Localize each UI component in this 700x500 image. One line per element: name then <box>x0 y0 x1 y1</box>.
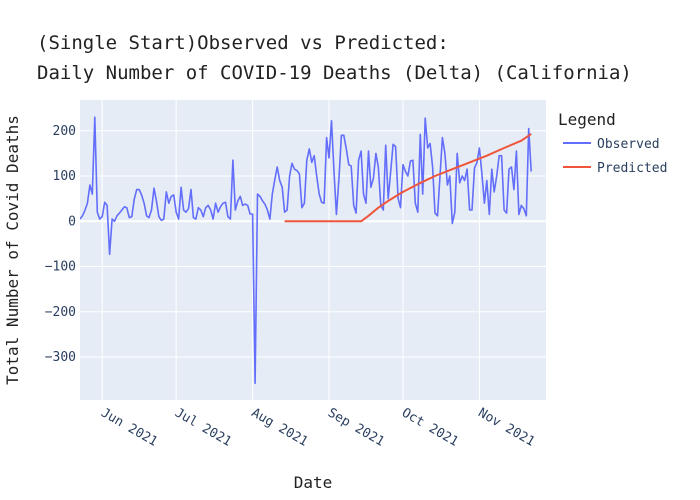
x-tick-label: Jul 2021 <box>172 405 234 449</box>
legend-title: Legend <box>558 110 616 129</box>
x-tick-label: Aug 2021 <box>249 405 311 449</box>
legend-label-observed: Observed <box>597 137 660 152</box>
y-tick-label: −100 <box>45 260 76 275</box>
x-tick-label: Sep 2021 <box>325 405 387 449</box>
chart-title-line2: Daily Number of COVID-19 Deaths (Delta) … <box>37 62 632 84</box>
x-tick-labels: Jun 2021 Jul 2021 Aug 2021 Sep 2021 Oct 2021… <box>98 405 537 449</box>
legend[interactable]: Legend Observed Predicted <box>558 110 667 176</box>
y-tick-label: 100 <box>53 169 76 184</box>
x-tick-label: Oct 2021 <box>399 405 461 449</box>
y-tick-label: −300 <box>45 350 76 365</box>
series-layer <box>80 116 532 385</box>
plot-area <box>80 100 546 400</box>
y-tick-label: 200 <box>53 124 76 139</box>
legend-label-predicted: Predicted <box>597 161 667 176</box>
x-tick-label: Jun 2021 <box>98 405 160 449</box>
series-line-predicted <box>284 133 532 223</box>
chart-title-line1: (Single Start)Observed vs Predicted: <box>37 32 449 54</box>
y-axis-title: Total Number of Covid Deaths <box>3 115 22 385</box>
y-tick-label: −200 <box>45 305 76 320</box>
y-tick-labels: 200 100 0 −100 −200 −300 <box>45 124 76 365</box>
y-tick-label: 0 <box>68 214 76 229</box>
x-axis-title: Date <box>294 473 333 492</box>
series-line-observed <box>80 116 532 385</box>
x-tick-label: Nov 2021 <box>475 405 537 449</box>
